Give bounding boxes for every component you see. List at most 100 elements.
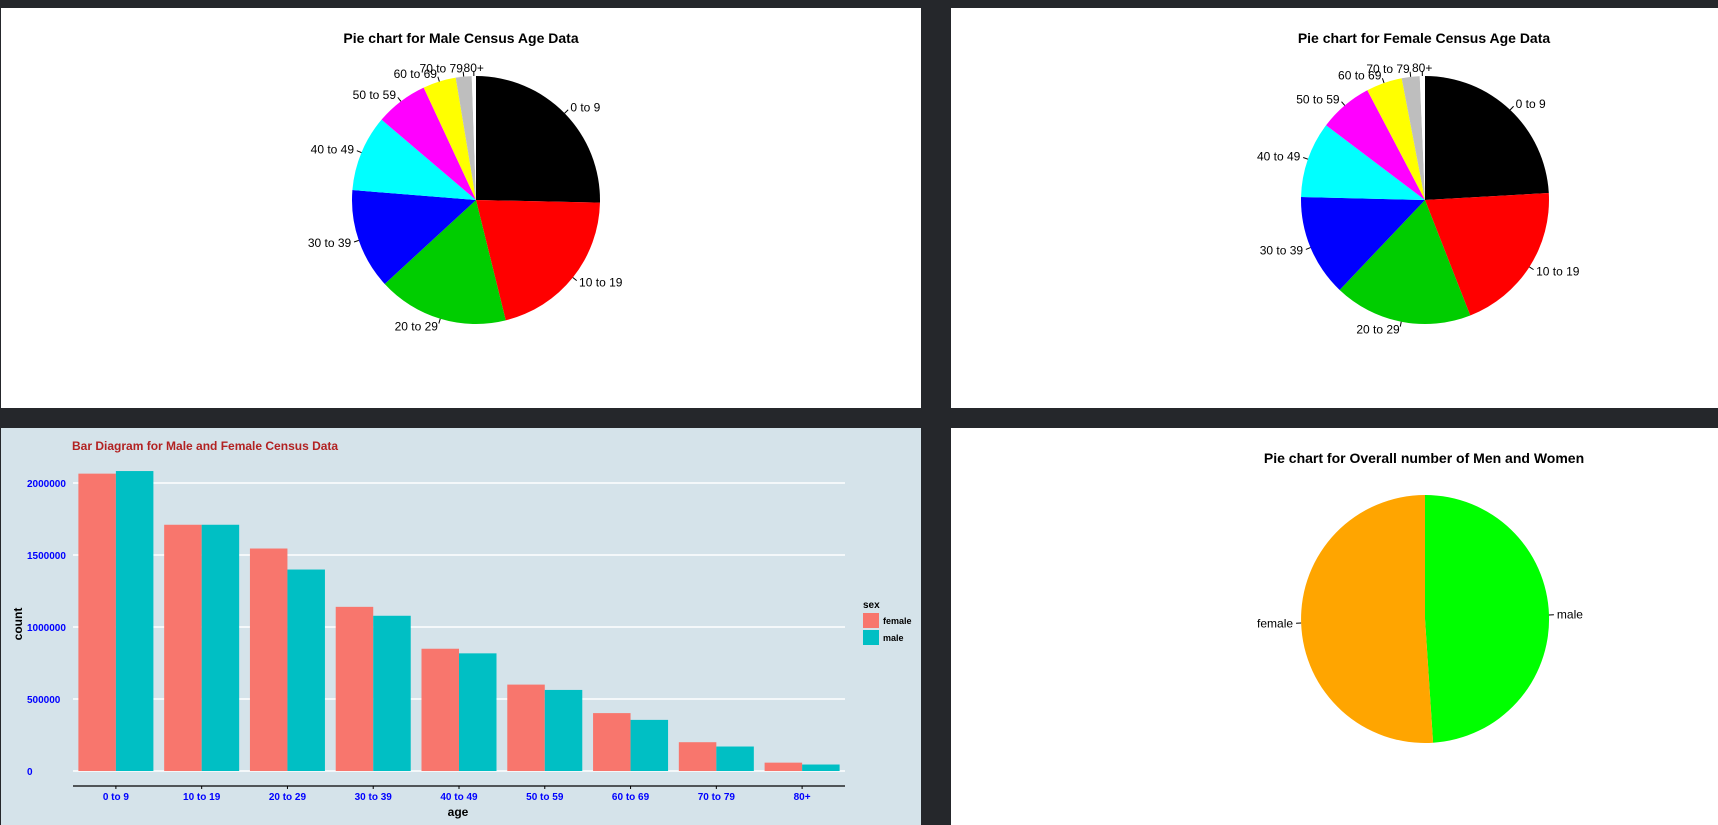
female-pie-slice-40-to-49: [1301, 125, 1425, 200]
y-tick-label: 0: [27, 767, 33, 778]
male-age-pie-panel: Pie chart for Male Census Age Data 0 to …: [1, 8, 921, 408]
male-pie-label-70-to-79: 70 to 79: [420, 62, 464, 76]
female-age-pie-chart: Pie chart for Female Census Age Data 0 t…: [1257, 30, 1580, 337]
overall-pie-slices: male female: [1257, 495, 1583, 743]
female-pie-label-10-to-19: 10 to 19: [1536, 264, 1580, 278]
male-pie-leader-20-to-29: [438, 318, 441, 324]
bar-female-20-to-29: [249, 548, 288, 771]
female-pie-label-50-to-59: 50 to 59: [1296, 92, 1340, 106]
bar-male-40-to-49: [459, 653, 497, 771]
male-pie-label-80plus: 80+: [464, 61, 484, 75]
bar-male-10-to-19: [201, 524, 240, 771]
y-tick-label: 2000000: [27, 479, 66, 490]
bar-legend: sex female male: [863, 600, 912, 645]
bar-male-20-to-29: [287, 569, 325, 771]
male-pie-label-50-to-59: 50 to 59: [353, 88, 397, 102]
y-tick-label: 1500000: [27, 551, 66, 562]
female-pie-leader-30-to-39: [1305, 247, 1311, 250]
male-pie-slice-0-to-9: [476, 76, 600, 203]
male-pie-leader-70-to-79: [462, 71, 465, 77]
bar-male-70-to-79: [716, 746, 754, 771]
male-pie-label-0-to-9: 0 to 9: [570, 101, 600, 115]
male-pie-slice-30-to-39: [352, 190, 476, 284]
x-axis-label: age: [448, 805, 469, 819]
bar-female-60-to-69: [593, 713, 631, 771]
female-pie-slice-60-to-69: [1367, 78, 1425, 200]
x-tick-label-50-to-59: 50 to 59: [526, 792, 564, 803]
female-pie-slice-10-to-19: [1425, 192, 1549, 316]
bar-female-30-to-39: [335, 606, 374, 771]
x-tick-label-40-to-49: 40 to 49: [440, 792, 478, 803]
bar-male-50-to-59: [544, 689, 583, 771]
bar-female-10-to-19: [164, 524, 202, 771]
female-pie-slice-80plus: [1419, 75, 1425, 200]
bar-female-0-to-9: [78, 473, 116, 771]
legend-label-female: female: [883, 616, 912, 626]
bar-male-60-to-69: [630, 719, 669, 771]
female-pie-leader-40-to-49: [1303, 157, 1309, 160]
male-pie-leader-0-to-9: [564, 109, 569, 114]
male-pie-label-10-to-19: 10 to 19: [579, 275, 623, 289]
male-pie-leader-40-to-49: [356, 150, 362, 154]
male-pie-slice-60-to-69: [423, 77, 476, 200]
female-pie-label-20-to-29: 20 to 29: [1356, 323, 1400, 337]
legend-swatch-female: [863, 613, 879, 628]
female-pie-label-70-to-79: 70 to 79: [1366, 62, 1410, 76]
female-pie-leader-0-to-9: [1509, 105, 1514, 111]
bar-female-70-to-79: [678, 742, 717, 771]
female-pie-label-0-to-9: 0 to 9: [1516, 97, 1546, 111]
female-pie-label-40-to-49: 40 to 49: [1257, 150, 1301, 164]
female-age-pie-panel: Pie chart for Female Census Age Data 0 t…: [951, 8, 1718, 408]
female-pie-leader-70-to-79: [1409, 71, 1412, 77]
male-pie-title: Pie chart for Male Census Age Data: [343, 30, 578, 46]
male-pie-label-60-to-69: 60 to 69: [394, 67, 438, 81]
male-pie-label-20-to-29: 20 to 29: [395, 319, 439, 333]
female-pie-slice-50-to-59: [1326, 90, 1425, 200]
female-pie-slice-0-to-9: [1425, 76, 1549, 200]
male-pie-slice-70-to-79: [455, 76, 476, 200]
overall-pie-label-female: female: [1257, 616, 1293, 630]
male-pie-leader-10-to-19: [572, 277, 578, 282]
overall-gender-pie-panel: Pie chart for Overall number of Men and …: [951, 428, 1718, 825]
female-pie-label-30-to-39: 30 to 39: [1260, 244, 1304, 258]
female-pie-leader-10-to-19: [1529, 266, 1534, 271]
female-pie-slice-70-to-79: [1401, 76, 1425, 200]
male-pie-label-40-to-49: 40 to 49: [311, 143, 355, 157]
x-tick-label-20-to-29: 20 to 29: [269, 792, 307, 803]
male-pie-slices: 0 to 9 10 to 19 20 to 29 30 to 39 40 to 49 50…: [308, 61, 623, 333]
female-pie-title: Pie chart for Female Census Age Data: [1298, 30, 1551, 46]
bar-male-30-to-39: [373, 615, 411, 771]
bar-y-ticks: 0 500000 1000000 1500000 2000000: [27, 479, 66, 778]
overall-pie-slice-male: [1425, 495, 1550, 743]
male-pie-slice-20-to-29: [384, 200, 506, 325]
census-bar-chart: Bar Diagram for Male and Female Census D…: [11, 439, 912, 819]
overall-pie-slice-female: [1301, 495, 1434, 743]
male-pie-slice-50-to-59: [381, 87, 476, 200]
census-bar-panel: Bar Diagram for Male and Female Census D…: [1, 428, 921, 825]
overall-gender-pie-chart: Pie chart for Overall number of Men and …: [1257, 450, 1584, 743]
male-pie-slice-40-to-49: [352, 119, 476, 200]
overall-pie-label-male: male: [1557, 608, 1583, 622]
female-pie-leader-20-to-29: [1399, 321, 1402, 327]
male-pie-slice-10-to-19: [476, 200, 600, 321]
female-pie-label-60-to-69: 60 to 69: [1338, 68, 1382, 82]
bar-female-80plus: [764, 762, 803, 771]
male-age-pie-chart: Pie chart for Male Census Age Data 0 to …: [308, 30, 623, 333]
bar-bars: [78, 471, 840, 771]
female-pie-slice-30-to-39: [1301, 196, 1425, 290]
female-pie-slice-20-to-29: [1339, 200, 1471, 325]
female-pie-leader-60-to-69: [1381, 78, 1385, 84]
male-pie-leader-50-to-59: [397, 97, 402, 102]
male-pie-leader-30-to-39: [353, 239, 359, 243]
x-tick-label-30-to-39: 30 to 39: [355, 792, 393, 803]
x-tick-label-80plus: 80+: [794, 792, 811, 803]
bar-female-40-to-49: [421, 648, 459, 771]
female-pie-label-80plus: 80+: [1412, 61, 1432, 75]
legend-label-male: male: [883, 633, 904, 643]
x-tick-label-10-to-19: 10 to 19: [183, 792, 221, 803]
y-axis-label: count: [11, 608, 25, 641]
female-pie-slices: 0 to 9 10 to 19 20 to 29 30 to 39 40 to 49 50…: [1257, 61, 1580, 337]
male-pie-label-30-to-39: 30 to 39: [308, 236, 352, 250]
bar-x-ticks: 0 to 9 10 to 19 20 to 29 30 to 39 40 to 49 50…: [103, 786, 811, 803]
legend-title: sex: [863, 600, 880, 611]
